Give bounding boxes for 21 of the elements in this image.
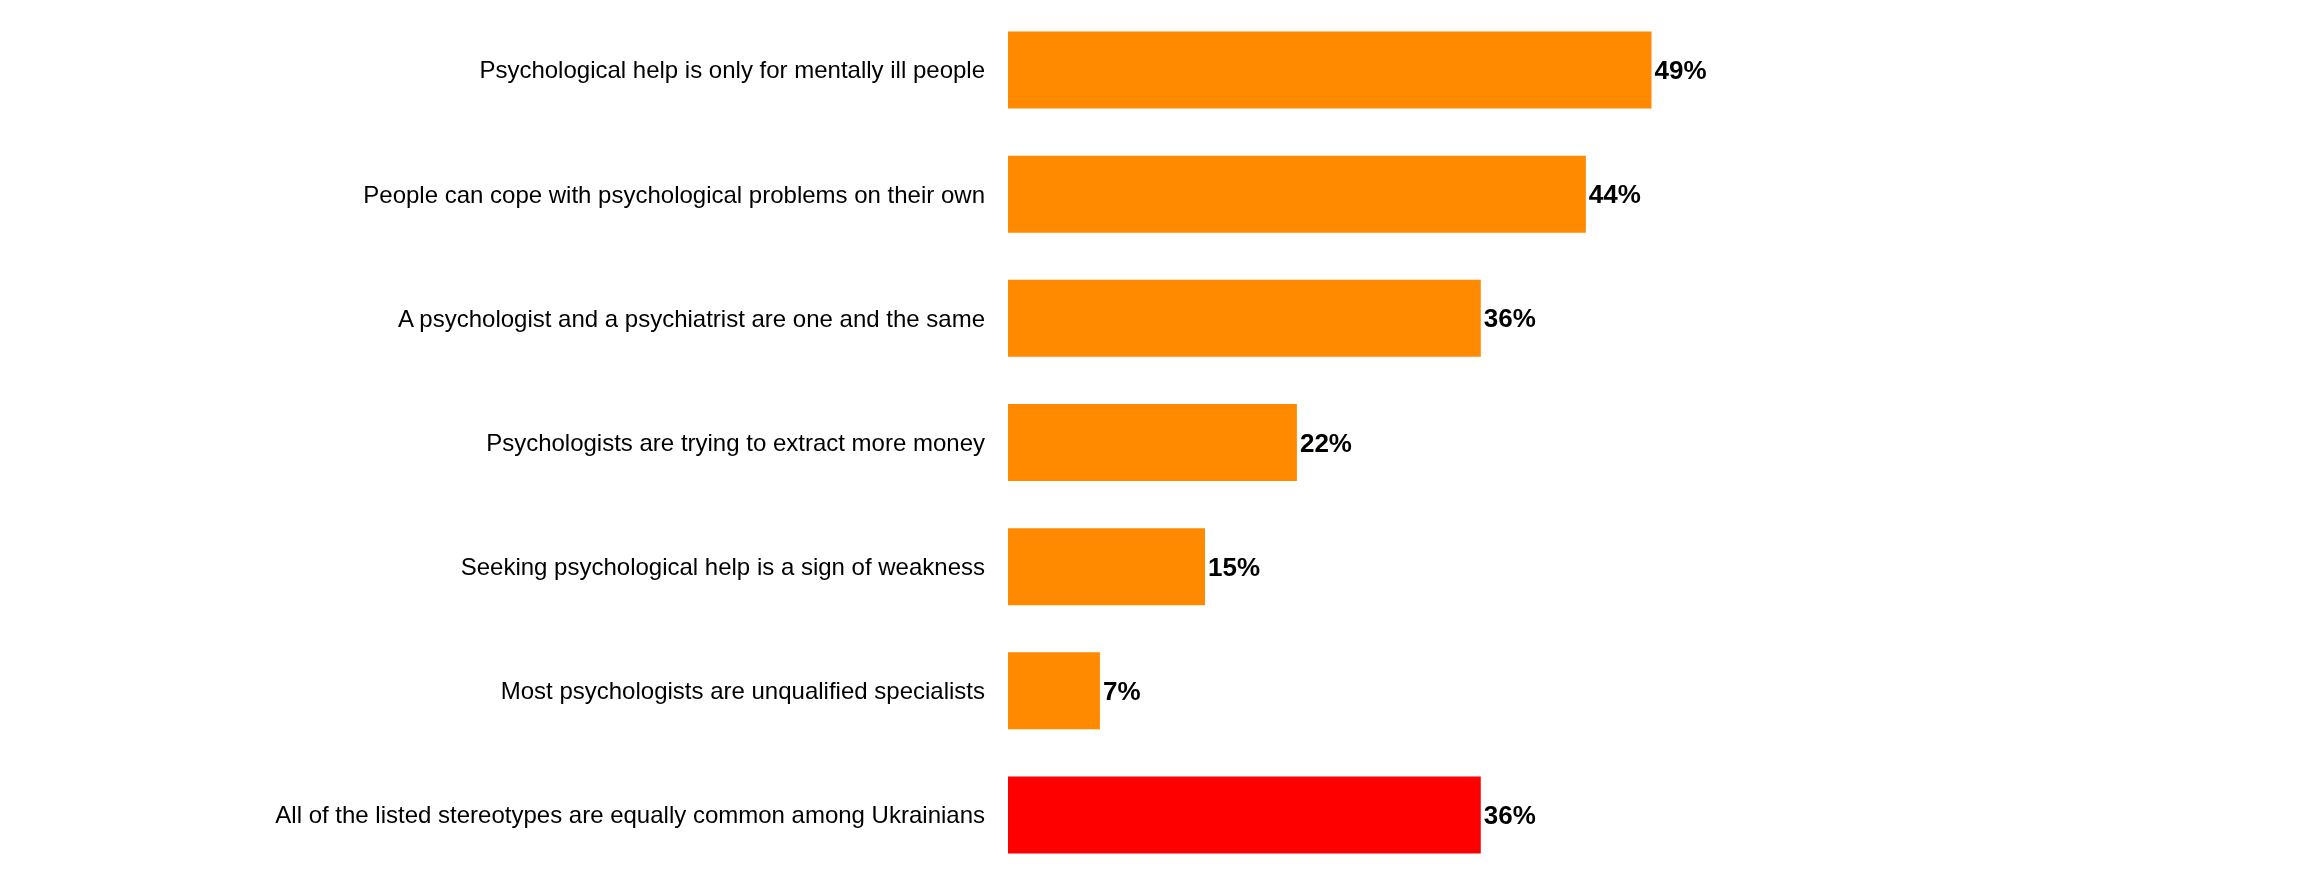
- y-tick-label: Psychological help is only for mentally ill people: [479, 56, 985, 84]
- bar: [1008, 279, 1481, 357]
- y-tick-label: People can cope with psychological problems on their own: [363, 180, 985, 208]
- data-label: 22%: [1299, 427, 1352, 458]
- bar: [1008, 404, 1297, 481]
- data-label: 36%: [1483, 799, 1536, 830]
- data-label: 44%: [1588, 179, 1641, 210]
- data-label: 15%: [1207, 551, 1261, 582]
- bar: [1008, 652, 1100, 730]
- data-label: 36%: [1483, 303, 1536, 334]
- data-label: 49%: [1654, 55, 1707, 86]
- bar: [1008, 155, 1586, 233]
- data-label: 7%: [1102, 675, 1141, 706]
- bar: [1008, 31, 1652, 109]
- bar: [1008, 528, 1205, 606]
- y-tick-label: Most psychologists are unqualified specialists: [500, 677, 985, 705]
- y-tick-label: Psychologists are trying to extract more money: [486, 428, 985, 456]
- y-tick-label: All of the listed stereotypes are equally common among Ukrainians: [275, 801, 985, 829]
- y-tick-label: A psychologist and a psychiatrist are one and the same: [397, 304, 985, 332]
- bar: [1008, 776, 1481, 854]
- y-tick-label: Seeking psychological help is a sign of weakness: [460, 553, 985, 581]
